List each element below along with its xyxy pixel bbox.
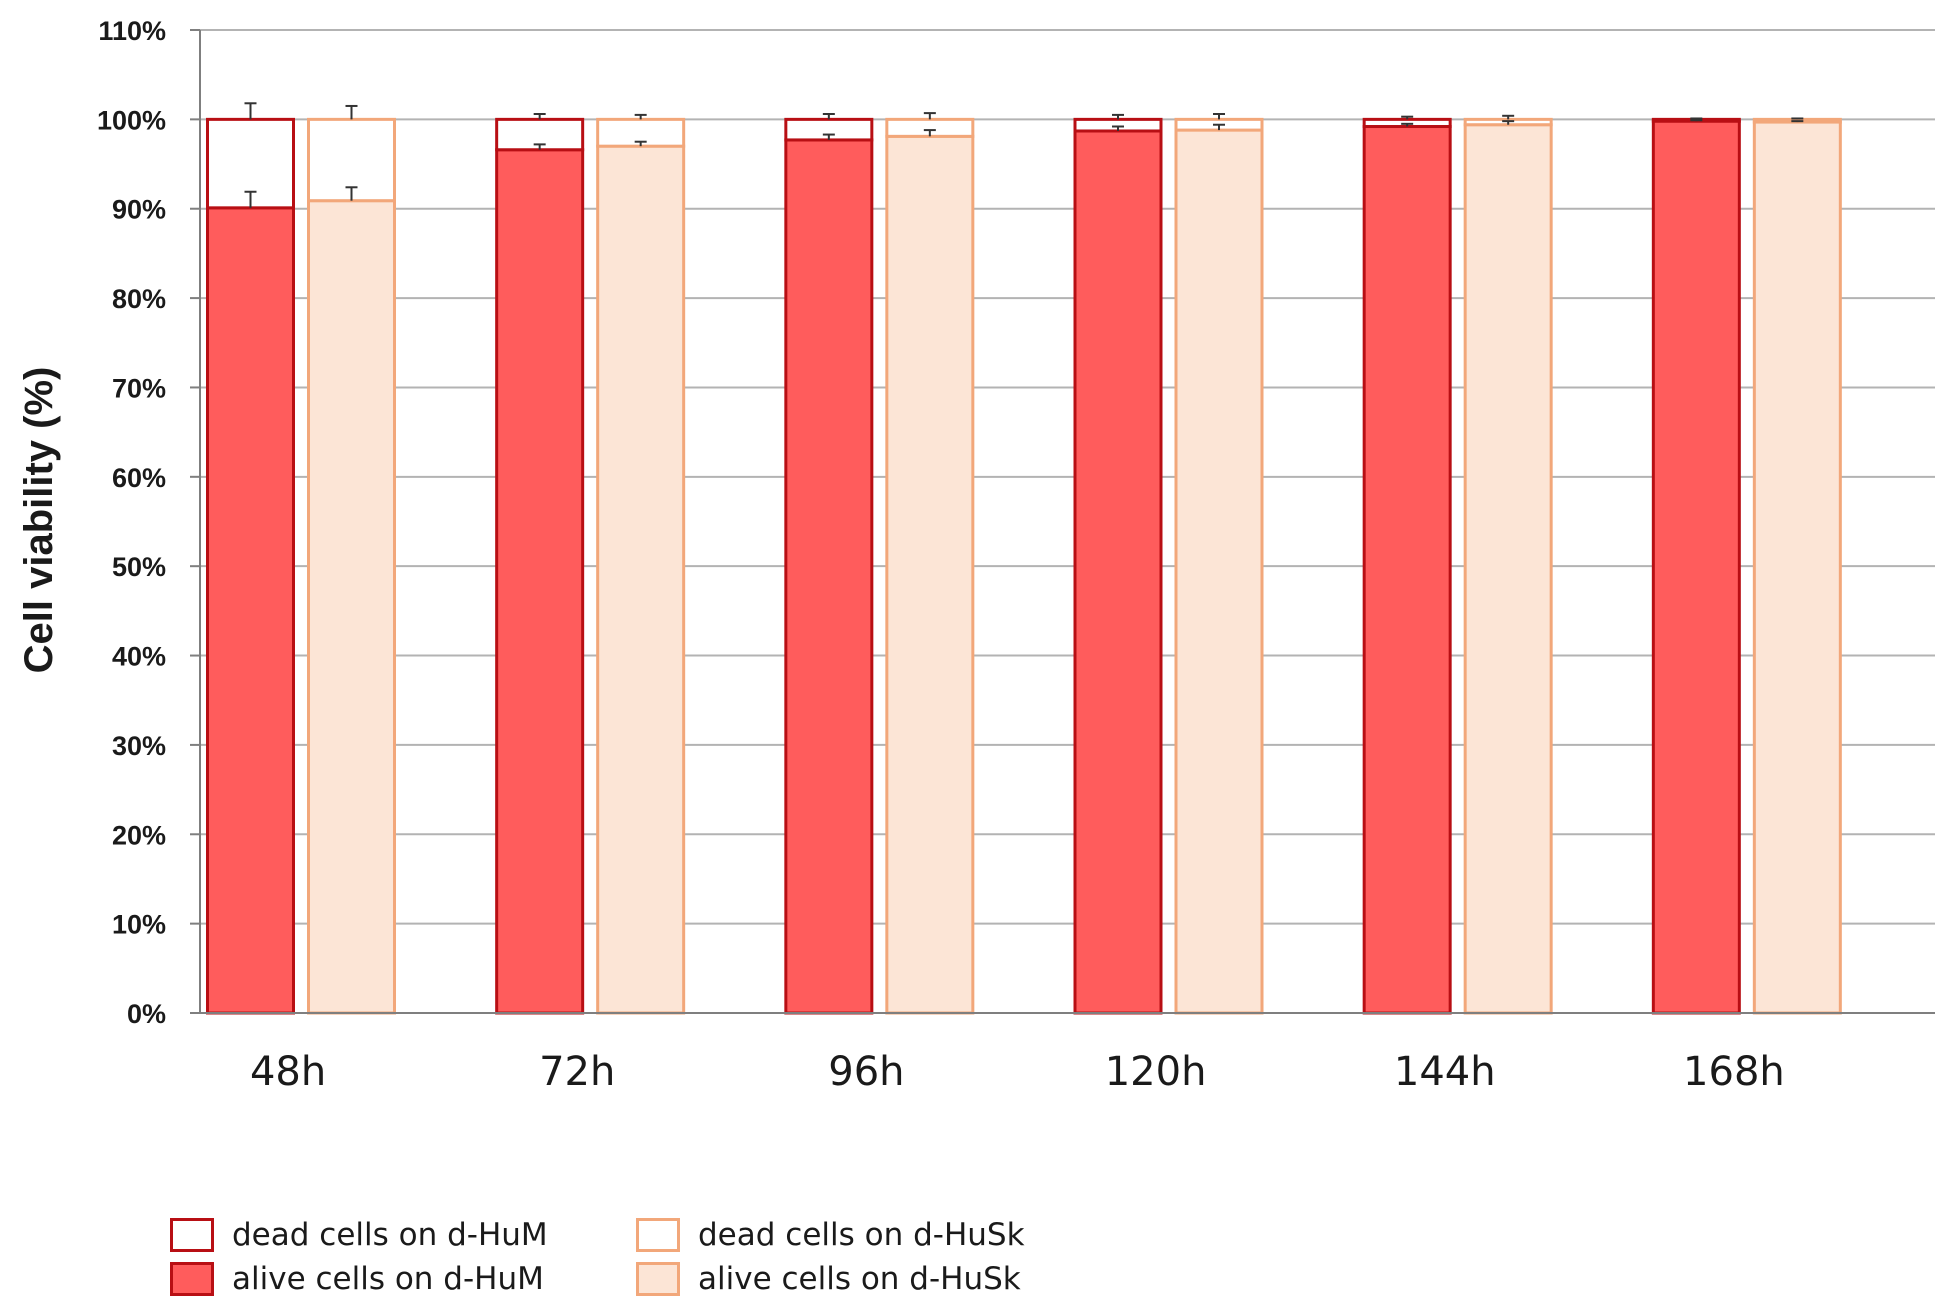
axis-layer: 0% 10% 20% 30% 40% 50% 60% 70% 80% 90% 100% 110% 48h… [97, 16, 1935, 1095]
bar-alive-d-hum [1651, 119, 1741, 1015]
y-tick-label: 60% [112, 463, 166, 493]
legend-item-dead-husk: dead cells on d-HuSk [636, 1215, 1025, 1255]
bar-alive-d-husk [307, 199, 396, 1015]
y-tick-label: 110% [98, 16, 166, 46]
bar-alive-d-husk [1752, 120, 1842, 1015]
bar-alive-d-hum [495, 148, 585, 1015]
x-tick-label: 168h [1683, 1049, 1785, 1095]
chart-legend: dead cells on d-HuM alive cells on d-HuM… [170, 1215, 1170, 1305]
bar-alive-d-husk [596, 144, 686, 1015]
bar-alive-d-husk [1174, 128, 1264, 1015]
x-tick-label: 48h [250, 1049, 326, 1095]
y-tick-label: 100% [97, 105, 166, 135]
y-tick-label: 0% [127, 999, 166, 1029]
bar-alive-d-hum [784, 138, 874, 1015]
bar-alive-d-hum [1362, 125, 1452, 1015]
legend-item-dead-hum: dead cells on d-HuM [170, 1215, 548, 1255]
y-axis-label: Cell viability (%) [17, 367, 61, 674]
y-tick-label: 40% [112, 642, 166, 672]
y-tick-label: 80% [112, 284, 166, 314]
chart-plot-svg: 0% 10% 20% 30% 40% 50% 60% 70% 80% 90% 100% 110% 48h… [17, 16, 1935, 1095]
error-bars-layer [244, 102, 1804, 208]
y-tick-label: 10% [112, 910, 166, 940]
bar-alive-d-hum [206, 206, 295, 1015]
grid-layer [200, 29, 1935, 925]
x-tick-label: 96h [828, 1049, 904, 1095]
bar-alive-d-husk [885, 134, 975, 1015]
legend-swatch-alive-hum [170, 1262, 214, 1296]
legend-label: alive cells on d-HuSk [698, 1261, 1021, 1297]
legend-swatch-dead-husk [636, 1218, 680, 1252]
y-tick-label: 70% [112, 373, 166, 403]
bars-layer [206, 117, 1842, 1015]
legend-swatch-alive-husk [636, 1262, 680, 1296]
legend-item-alive-hum: alive cells on d-HuM [170, 1259, 544, 1299]
legend-label: dead cells on d-HuSk [698, 1217, 1025, 1253]
legend-item-alive-husk: alive cells on d-HuSk [636, 1259, 1021, 1299]
x-tick-label: 144h [1394, 1049, 1496, 1095]
x-tick-label: 72h [539, 1049, 615, 1095]
legend-label: alive cells on d-HuM [232, 1261, 544, 1297]
y-tick-label: 90% [112, 195, 166, 225]
x-tick-label: 120h [1105, 1049, 1207, 1095]
y-tick-label: 30% [112, 731, 166, 761]
y-tick-label: 20% [112, 820, 166, 850]
y-tick-label: 50% [112, 552, 166, 582]
bar-alive-d-husk [1463, 123, 1553, 1015]
legend-swatch-dead-hum [170, 1218, 214, 1252]
legend-label: dead cells on d-HuM [232, 1217, 548, 1253]
bar-alive-d-hum [1073, 129, 1163, 1015]
